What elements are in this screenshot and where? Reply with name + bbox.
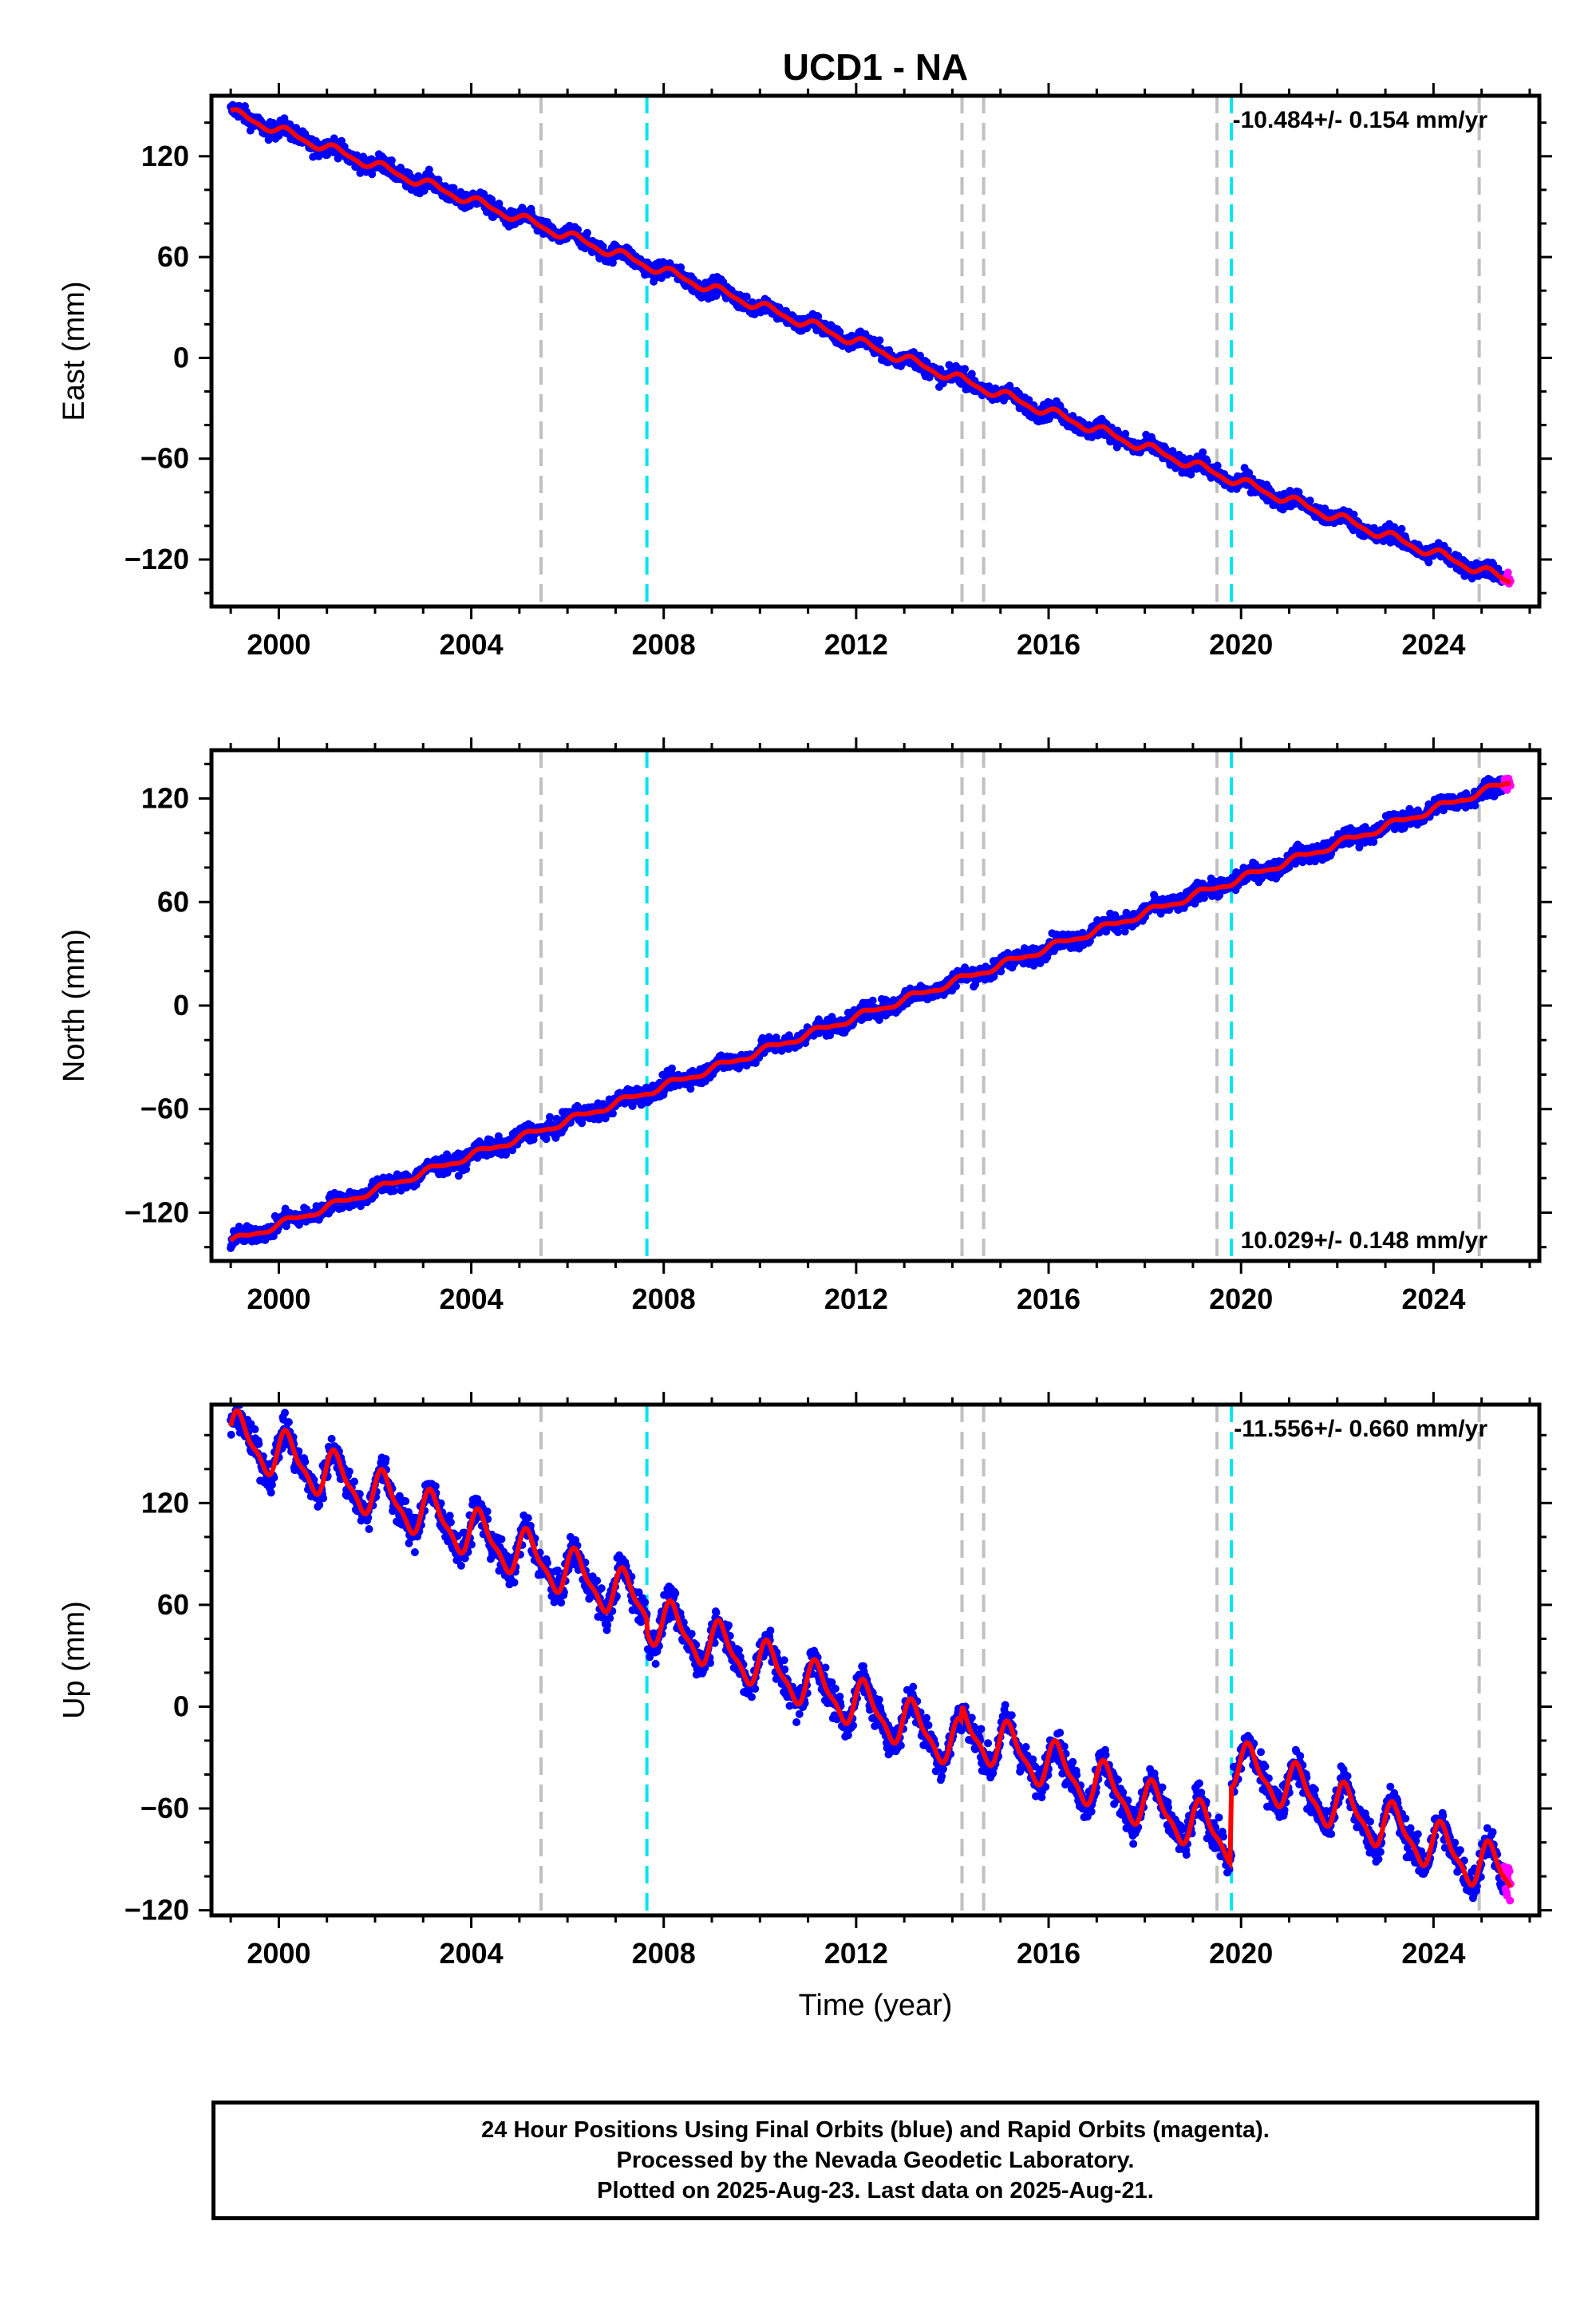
y-tick-label: −60: [140, 1792, 189, 1824]
y-tick-label: 0: [173, 341, 189, 373]
plot-frame: [209, 1402, 1542, 1918]
x-tick-label: 2024: [1401, 1937, 1465, 1970]
x-tick-label: 2020: [1209, 1282, 1273, 1315]
y-axis-label: North (mm): [57, 929, 91, 1082]
x-tick-label: 2016: [1017, 628, 1080, 661]
x-tick-label: 2008: [632, 1282, 696, 1315]
model-fit-line: [228, 781, 1511, 1243]
y-tick-label: −60: [140, 442, 189, 475]
x-tick-label: 2012: [824, 628, 888, 661]
plot-frame: [209, 93, 1542, 609]
velocity-label: -10.484+/- 0.154 mm/yr: [1233, 107, 1488, 133]
model-fit-line: [229, 107, 1512, 586]
y-axis-label: East (mm): [57, 281, 91, 421]
y-tick-label: −120: [124, 543, 189, 575]
east-panel: 2000 2004 2008 2012 2016 2020 2024 −120 −60 0 60 12…: [57, 83, 1552, 661]
x-tick-label: 2012: [824, 1937, 888, 1970]
y-tick-label: 60: [157, 1588, 189, 1621]
y-tick-label: 60: [157, 885, 189, 918]
position-scatter: [227, 1405, 1515, 1905]
x-tick-label: 2020: [1209, 628, 1273, 661]
velocity-label: -11.556+/- 0.660 mm/yr: [1234, 1416, 1487, 1442]
caption-line-processor: Processed by the Nevada Geodetic Laborat…: [616, 2148, 1135, 2173]
caption-line-dates: Plotted on 2025-Aug-23. Last data on 202…: [597, 2178, 1154, 2203]
final-orbit-points: [227, 1405, 1507, 1903]
y-tick-label: 60: [157, 240, 189, 273]
x-tick-label: 2000: [247, 1282, 310, 1315]
caption-line-orbits: 24 Hour Positions Using Final Orbits (bl…: [481, 2117, 1270, 2143]
x-tick-label: 2012: [824, 1282, 888, 1315]
x-tick-label: 2016: [1017, 1937, 1080, 1970]
y-tick-label: 0: [173, 1690, 189, 1722]
y-tick-label: −120: [124, 1196, 189, 1228]
x-tick-label: 2016: [1017, 1282, 1080, 1315]
x-tick-label: 2004: [440, 1282, 504, 1315]
y-tick-label: 120: [141, 782, 189, 815]
y-tick-label: −120: [124, 1894, 189, 1927]
final-orbit-points: [227, 774, 1507, 1252]
y-tick-label: 0: [173, 989, 189, 1022]
processing-info-box: 24 Hour Positions Using Final Orbits (bl…: [211, 2101, 1539, 2220]
position-scatter: [227, 774, 1515, 1252]
x-tick-label: 2024: [1401, 1282, 1465, 1315]
x-tick-label: 2024: [1401, 628, 1465, 661]
x-axis-label: Time (year): [799, 1989, 953, 2022]
figure-title: UCD1 - NA: [783, 46, 969, 88]
north-panel: 2000 2004 2008 2012 2016 2020 2024 −120 −60 0 60 12…: [57, 737, 1552, 1315]
velocity-label: 10.029+/- 0.148 mm/yr: [1241, 1227, 1488, 1254]
x-tick-label: 2008: [632, 1937, 696, 1970]
x-tick-label: 2008: [632, 628, 696, 661]
x-tick-label: 2004: [440, 628, 504, 661]
x-tick-label: 2020: [1209, 1937, 1273, 1970]
y-tick-label: 120: [141, 140, 189, 172]
y-tick-label: −60: [140, 1093, 189, 1125]
x-tick-label: 2004: [440, 1937, 504, 1970]
up-panel: 2000 2004 2008 2012 2016 2020 2024 −120 −60 0 60 12…: [57, 1392, 1552, 2022]
model-fit-line: [228, 1408, 1513, 1889]
y-axis-label: Up (mm): [57, 1601, 91, 1719]
y-tick-label: 120: [141, 1486, 189, 1519]
x-tick-label: 2000: [247, 1937, 310, 1970]
x-tick-label: 2000: [247, 628, 310, 661]
rapid-orbit-points: [1499, 568, 1515, 588]
